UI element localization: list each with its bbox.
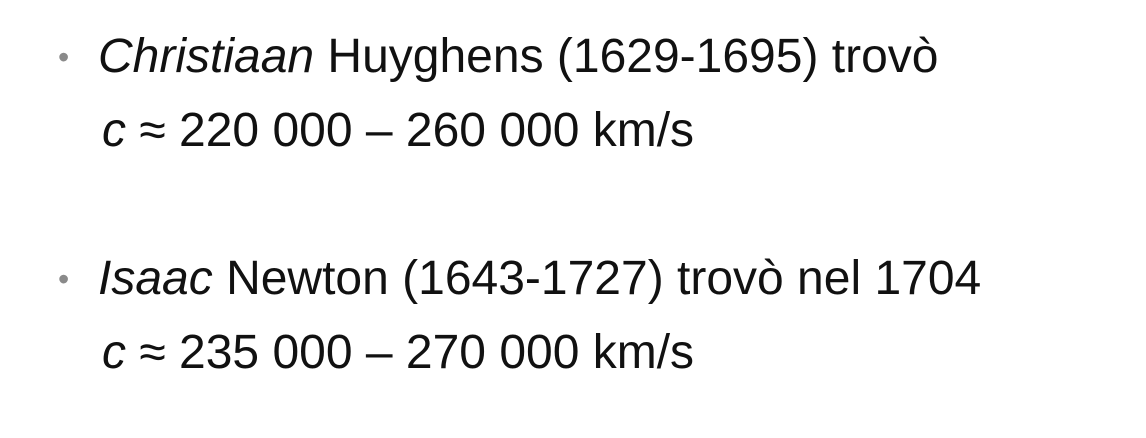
bullet-icon: •	[58, 39, 70, 75]
bullet-item-huyghens: • Christiaan Huyghens (1629-1695) trovò c…	[56, 28, 1116, 160]
huyghens-description: Huyghens (1629-1695) trovò	[314, 30, 939, 83]
bullet-icon: •	[58, 261, 70, 297]
newton-line: • Isaac Newton (1643-1727) trovò nel 1704	[56, 250, 1116, 308]
speed-range: ≈ 235 000 – 270 000 km/s	[126, 326, 695, 379]
newton-speed-value: c ≈ 235 000 – 270 000 km/s	[56, 324, 1116, 382]
huyghens-line: • Christiaan Huyghens (1629-1695) trovò	[56, 28, 1116, 86]
huyghens-speed-value: c ≈ 220 000 – 260 000 km/s	[56, 102, 1116, 160]
huyghens-first-name: Christiaan	[98, 30, 315, 83]
speed-symbol: c	[102, 104, 126, 157]
speed-range: ≈ 220 000 – 260 000 km/s	[126, 104, 695, 157]
bullet-item-newton: • Isaac Newton (1643-1727) trovò nel 1704…	[56, 250, 1116, 382]
newton-first-name: Isaac	[98, 252, 213, 305]
speed-symbol: c	[102, 326, 126, 379]
newton-description: Newton (1643-1727) trovò nel 1704	[212, 252, 982, 305]
